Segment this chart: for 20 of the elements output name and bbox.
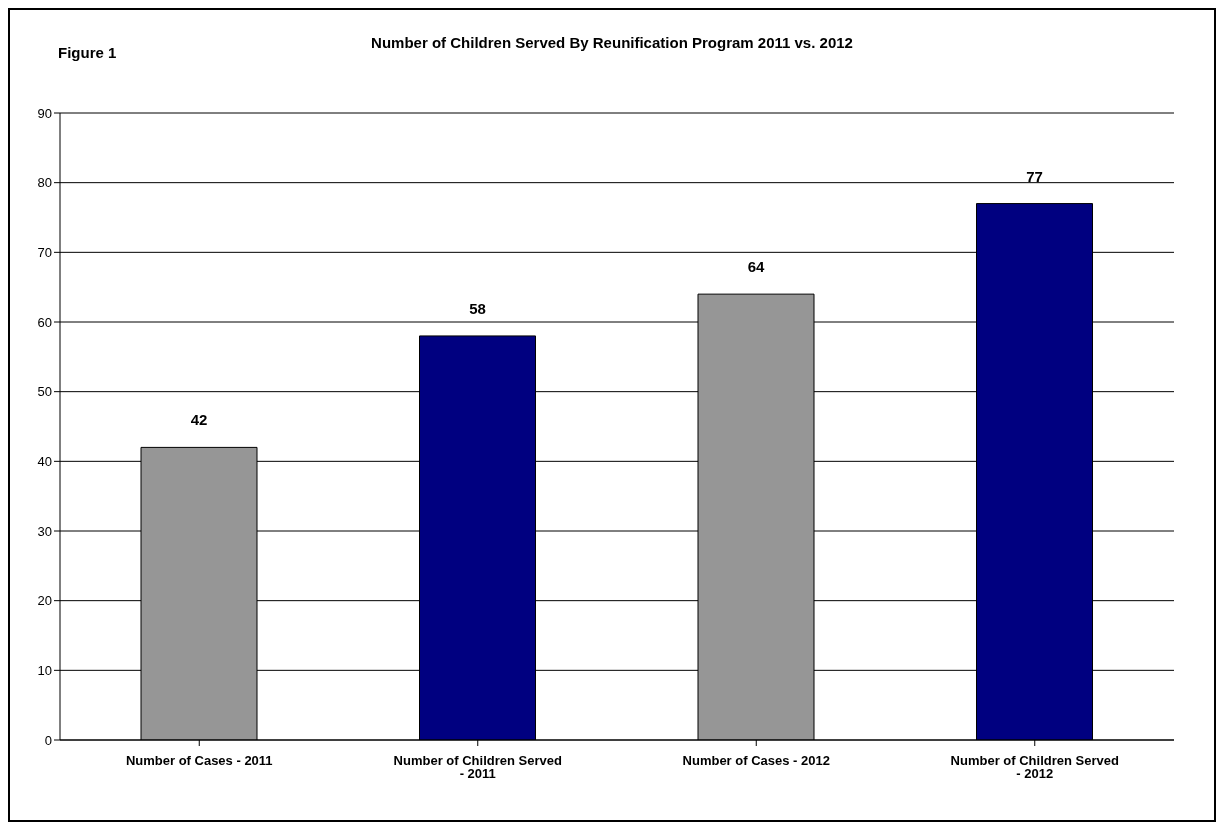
y-tick-label: 10 [37,662,52,678]
y-tick-label: 0 [44,732,52,748]
x-tick-label: Number of Children Served - 2012 [950,753,1119,782]
y-tick-label: 50 [37,384,52,400]
data-label: 77 [1026,167,1043,185]
x-tick-label: Number of Cases - 2011 [125,753,273,769]
x-tick-label: Number of Children Served - 2011 [393,753,562,782]
y-tick-label: 60 [37,314,52,330]
data-label: 64 [747,258,765,276]
data-label: 58 [469,299,486,317]
data-label: 42 [190,411,208,429]
chart-title: Number of Children Served By Reunification Program 2011 vs. 2012 [371,34,853,51]
y-tick-label: 30 [37,523,52,539]
y-tick-label: 80 [37,175,52,191]
y-tick-label: 40 [37,453,52,469]
y-tick-label: 70 [37,244,52,260]
y-tick-label: 20 [37,593,52,609]
caption: Figure 1 [58,44,117,61]
y-tick-label: 90 [37,105,52,121]
x-tick-label: Number of Cases - 2012 [682,753,830,769]
